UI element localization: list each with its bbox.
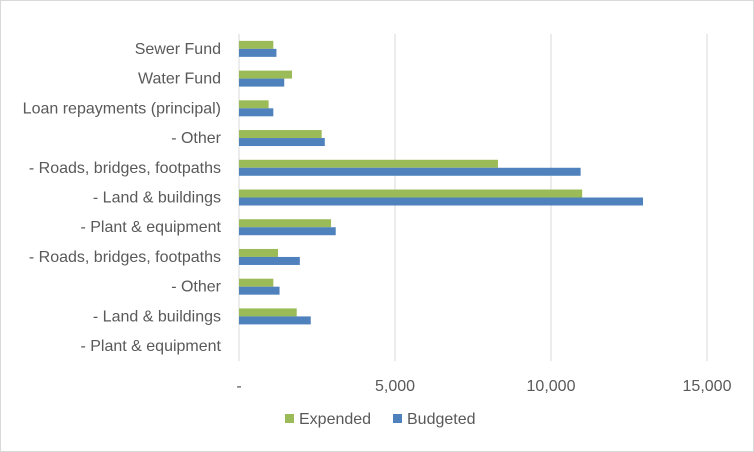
category-label: - Plant & equipment [80,219,221,236]
legend: Expended Budgeted [285,411,476,428]
bars [239,40,644,325]
bar-expended [239,70,293,79]
bar-expended [239,100,269,109]
bar-expended [239,278,274,287]
category-label: Sewer Fund [135,41,221,58]
bar-expended [239,40,274,49]
category-label: - Land & buildings [93,190,221,207]
bar-budgeted [239,227,336,236]
x-tick-labels: - 5,000 10,000 15,000 [236,378,731,395]
bar-budgeted [239,197,644,206]
bar-expended [239,219,332,228]
category-label: - Roads, bridges, footpaths [29,249,221,266]
bar-budgeted [239,167,581,176]
bar-expended [239,189,583,198]
bar-budgeted [239,286,280,295]
x-tick-label: 15,000 [683,378,732,395]
legend-label-expended: Expended [299,411,371,428]
legend-swatch-expended [285,414,294,423]
legend-swatch-budgeted [393,414,402,423]
bar-expended [239,130,322,139]
bar-budgeted [239,256,300,265]
legend-label-budgeted: Budgeted [407,411,476,428]
bar-expended [239,248,278,257]
category-label: - Land & buildings [93,308,221,325]
category-labels: Sewer Fund Water Fund Loan repayments (pri… [23,41,222,355]
bar-budgeted [239,48,277,57]
category-label: - Other [171,130,221,147]
category-label: Loan repayments (principal) [23,100,221,117]
category-label: - Plant & equipment [80,338,221,355]
bar-expended [239,159,498,168]
bar-budgeted [239,316,311,325]
bar-expended [239,308,297,317]
category-label: Water Fund [138,71,221,88]
bar-budgeted [239,108,274,117]
category-label: - Roads, bridges, footpaths [29,160,221,177]
x-tick-label: 10,000 [527,378,576,395]
x-tick-label: 5,000 [375,378,415,395]
bar-budgeted [239,138,325,147]
x-tick-label: - [236,378,241,395]
category-label: - Other [171,279,221,296]
bar-budgeted [239,78,285,87]
